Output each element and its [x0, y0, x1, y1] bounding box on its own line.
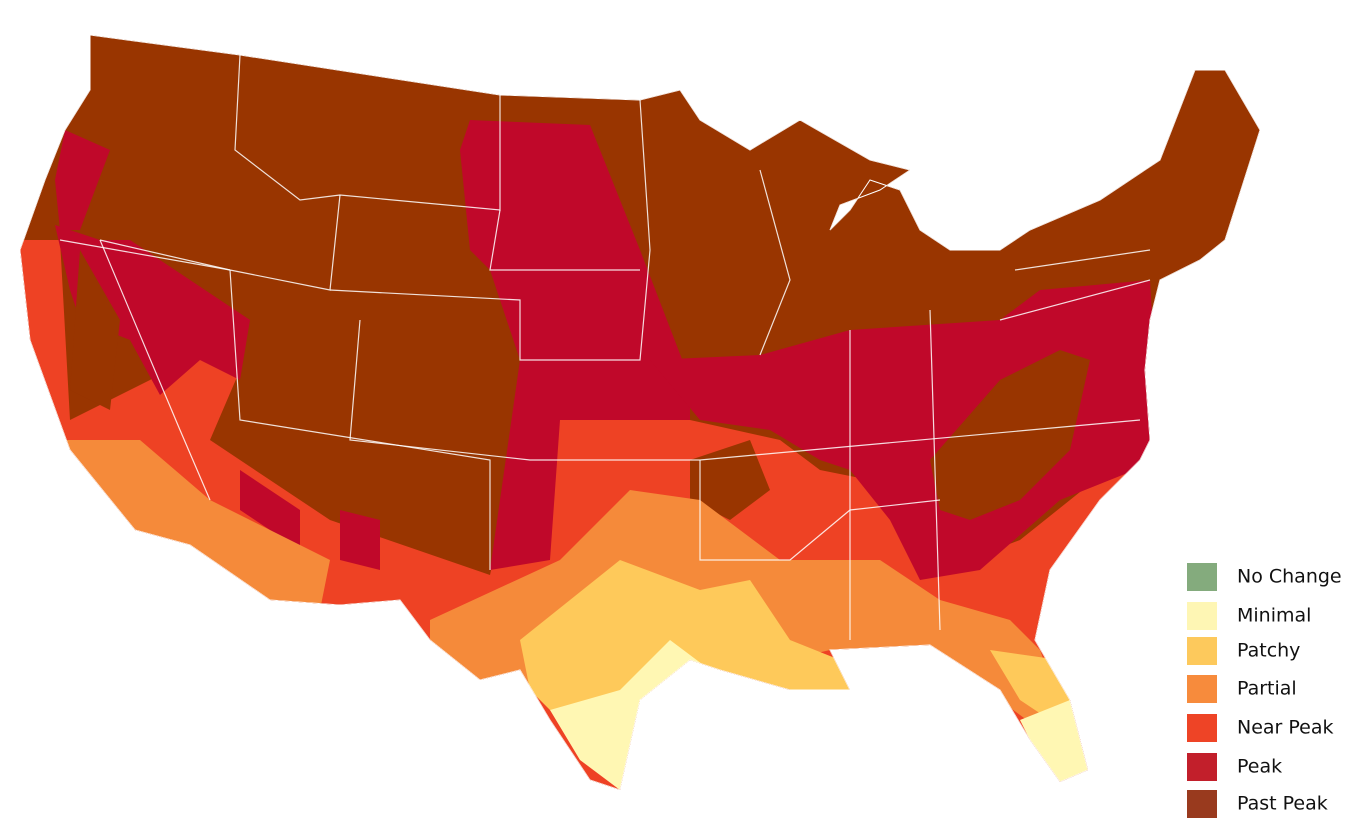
peak-area	[55, 130, 110, 230]
legend: No Change Minimal Patchy Partial Near Peak Pe…	[1187, 563, 1342, 818]
legend-label: Peak	[1237, 756, 1282, 778]
legend-swatch	[1187, 637, 1217, 665]
legend-label: Past Peak	[1237, 793, 1328, 815]
legend-swatch	[1187, 563, 1217, 591]
legend-swatch	[1187, 714, 1217, 742]
partial-area	[60, 440, 330, 610]
peak-area	[240, 470, 300, 550]
legend-label: Near Peak	[1237, 717, 1334, 739]
legend-label: No Change	[1237, 566, 1342, 588]
legend-swatch	[1187, 675, 1217, 703]
legend-label: Partial	[1237, 678, 1297, 700]
peak-area	[55, 225, 250, 395]
peak-area	[340, 510, 380, 570]
legend-label: Patchy	[1237, 640, 1300, 662]
state-lines	[59, 54, 1151, 640]
minimal-area	[1020, 700, 1088, 782]
peak-area	[650, 280, 1160, 580]
past-peak-area	[70, 250, 120, 410]
legend-label: Minimal	[1237, 605, 1311, 627]
peak-area	[460, 120, 690, 570]
legend-swatch	[1187, 790, 1217, 818]
past-peak-area	[690, 440, 770, 520]
legend-swatch	[1187, 602, 1217, 630]
past-peak-area	[930, 350, 1090, 520]
legend-swatch	[1187, 753, 1217, 781]
